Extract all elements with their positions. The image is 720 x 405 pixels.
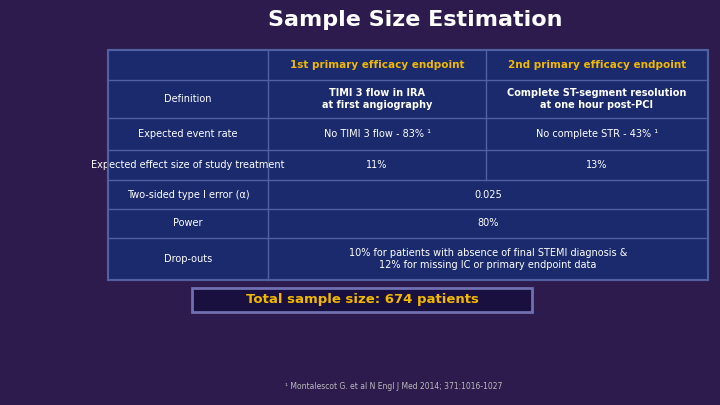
Text: Complete ST-segment resolution
at one hour post-PCI: Complete ST-segment resolution at one ho… — [508, 88, 687, 110]
Text: Sample Size Estimation: Sample Size Estimation — [268, 10, 562, 30]
Text: ¹ Montalescot G. et al N Engl J Med 2014; 371:1016-1027: ¹ Montalescot G. et al N Engl J Med 2014… — [285, 382, 503, 391]
Bar — [108, 50, 708, 280]
Text: 13%: 13% — [586, 160, 608, 170]
Text: Total sample size: 674 patients: Total sample size: 674 patients — [246, 294, 478, 307]
Text: 11%: 11% — [366, 160, 387, 170]
Text: Two-sided type I error (α): Two-sided type I error (α) — [127, 190, 249, 200]
Text: Definition: Definition — [164, 94, 212, 104]
Text: Drop-outs: Drop-outs — [164, 254, 212, 264]
Text: TIMI 3 flow in IRA
at first angiography: TIMI 3 flow in IRA at first angiography — [322, 88, 432, 110]
Text: No complete STR - 43% ¹: No complete STR - 43% ¹ — [536, 129, 658, 139]
Text: 1st primary efficacy endpoint: 1st primary efficacy endpoint — [289, 60, 464, 70]
Text: Power: Power — [174, 219, 203, 228]
Text: Expected effect size of study treatment: Expected effect size of study treatment — [91, 160, 284, 170]
Text: 0.025: 0.025 — [474, 190, 502, 200]
Bar — [108, 50, 708, 280]
Bar — [192, 288, 532, 312]
Text: No TIMI 3 flow - 83% ¹: No TIMI 3 flow - 83% ¹ — [323, 129, 431, 139]
Text: Expected event rate: Expected event rate — [138, 129, 238, 139]
Text: 2nd primary efficacy endpoint: 2nd primary efficacy endpoint — [508, 60, 686, 70]
Text: 10% for patients with absence of final STEMI diagnosis &
12% for missing IC or p: 10% for patients with absence of final S… — [348, 248, 627, 270]
Text: 80%: 80% — [477, 219, 499, 228]
